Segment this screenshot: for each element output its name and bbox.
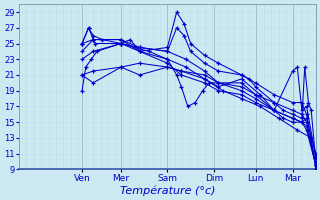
X-axis label: Température (°c): Température (°c) [120, 185, 215, 196]
